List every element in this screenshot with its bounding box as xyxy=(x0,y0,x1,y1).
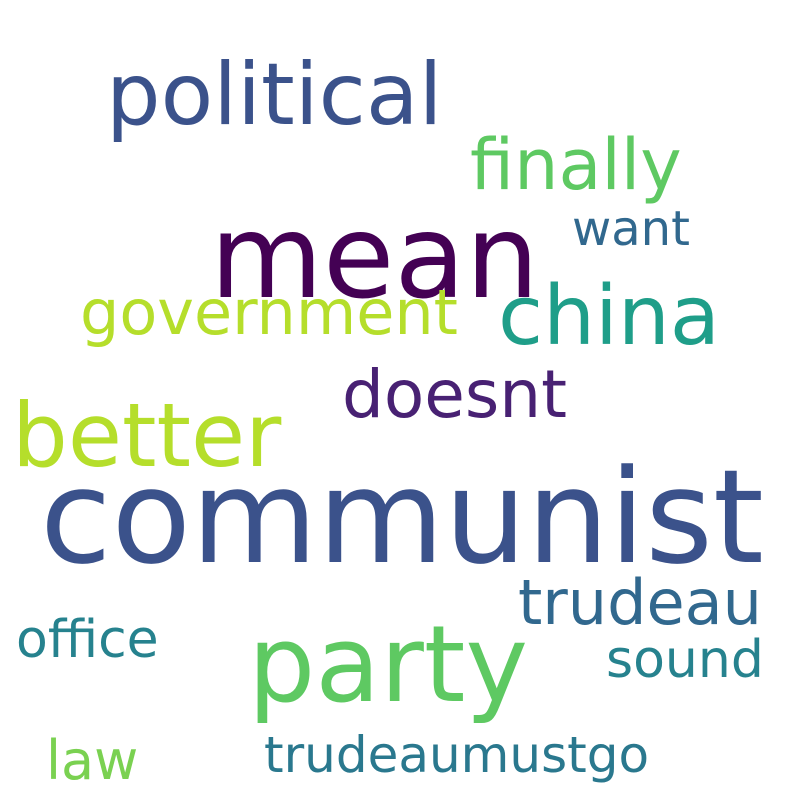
word-better: better xyxy=(12,384,282,487)
word-doesnt: doesnt xyxy=(342,356,567,433)
word-political: political xyxy=(106,45,443,145)
word-sound: sound xyxy=(606,630,764,690)
word-law: law xyxy=(46,729,139,792)
word-trudeaumustgo: trudeaumustgo xyxy=(264,726,650,784)
word-china: china xyxy=(498,269,721,364)
word-party: party xyxy=(248,603,529,726)
word-trudeau: trudeau xyxy=(518,566,762,639)
word-office: office xyxy=(16,610,159,670)
word-want: want xyxy=(572,201,690,257)
word-mean: mean xyxy=(210,190,539,325)
word-government: government xyxy=(80,276,458,349)
word-finally: finally xyxy=(470,124,682,206)
word-communist: communist xyxy=(40,441,764,593)
